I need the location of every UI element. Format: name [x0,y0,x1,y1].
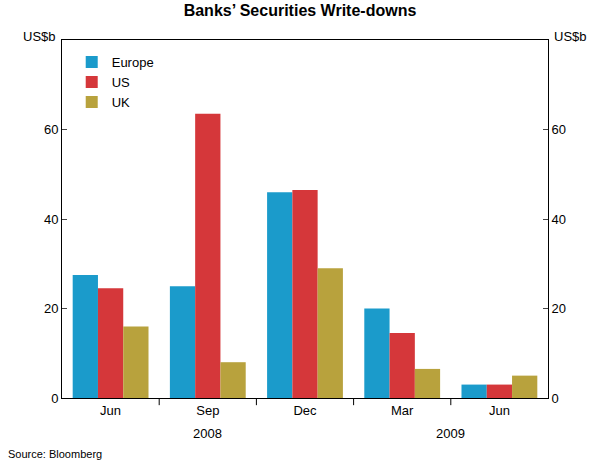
svg-text:2008: 2008 [193,426,222,441]
svg-text:Banks’ Securities Write-downs: Banks’ Securities Write-downs [184,2,417,19]
svg-text:Mar: Mar [391,403,414,418]
svg-text:20: 20 [552,301,566,316]
svg-text:US$b: US$b [23,29,56,44]
svg-text:Sep: Sep [196,403,219,418]
svg-text:0: 0 [51,391,58,406]
svg-text:0: 0 [552,391,559,406]
svg-text:40: 40 [552,212,566,227]
svg-text:2009: 2009 [436,426,465,441]
svg-text:UK: UK [112,95,130,110]
svg-text:US: US [112,75,130,90]
svg-text:Jun: Jun [100,403,121,418]
svg-text:US$b: US$b [554,29,587,44]
svg-text:Dec: Dec [293,403,317,418]
svg-text:20: 20 [44,301,58,316]
svg-text:60: 60 [44,122,58,137]
svg-text:Jun: Jun [489,403,510,418]
svg-text:Source: Bloomberg: Source: Bloomberg [8,448,102,460]
svg-text:40: 40 [44,212,58,227]
svg-text:Europe: Europe [112,55,154,70]
svg-text:60: 60 [552,122,566,137]
